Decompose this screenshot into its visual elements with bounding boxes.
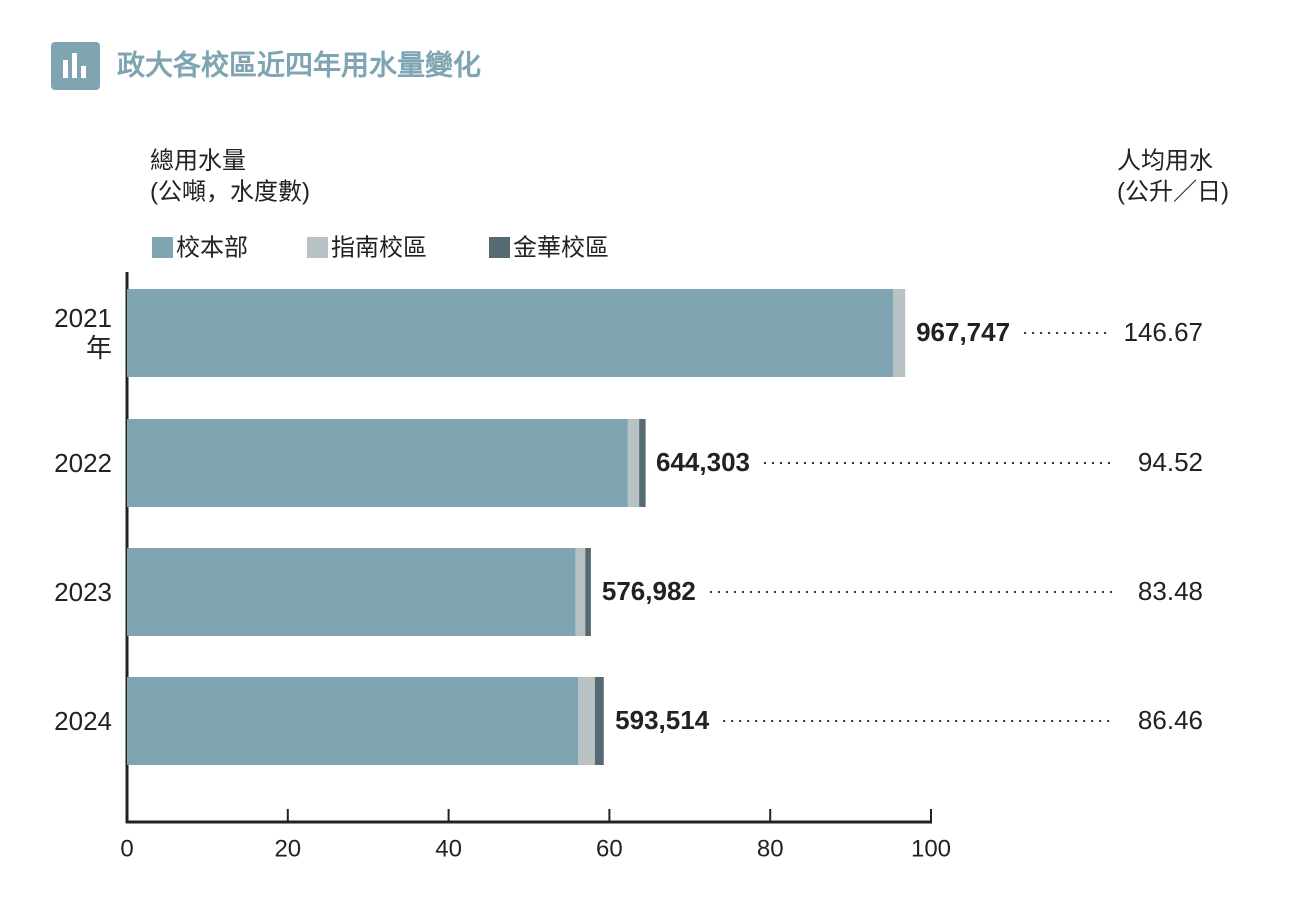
total-label: 967,747 [916, 317, 1010, 347]
y-tick-label: 2024 [54, 706, 112, 736]
y-tick-label: 2023 [54, 577, 112, 607]
total-label: 593,514 [615, 705, 710, 735]
axis-label: 總用水量 [150, 147, 246, 174]
legend-swatch [489, 237, 510, 258]
y-tick-label: 2021年 [54, 303, 112, 363]
bar-segment [578, 677, 595, 765]
bar-segment [127, 548, 576, 636]
icon-bar [72, 53, 77, 78]
bar-segment [127, 677, 579, 765]
x-tick-label: 0 [120, 835, 133, 862]
y-tick-label: 2022 [54, 448, 112, 478]
total-label: 576,982 [602, 576, 696, 606]
bar-segment [127, 289, 894, 377]
bar-segment [893, 289, 906, 377]
x-tick-label: 100 [911, 835, 951, 862]
axis-label: (公噸，水度數) [150, 178, 310, 205]
chart-title: 政大各校區近四年用水量變化 [117, 48, 481, 80]
bar-segment [127, 419, 628, 507]
bar-segment [627, 419, 640, 507]
per-capita-label: 146.67 [1123, 317, 1203, 347]
right-label: 人均用水 [1117, 147, 1213, 174]
per-capita-label: 94.52 [1138, 447, 1203, 477]
bar-segment [639, 419, 646, 507]
legend-label: 金華校區 [513, 234, 609, 261]
total-label: 644,303 [656, 447, 750, 477]
legend-label: 校本部 [176, 234, 248, 261]
legend-swatch [152, 237, 173, 258]
x-tick-label: 60 [596, 835, 623, 862]
right-label: (公升／日) [1117, 178, 1229, 205]
icon-bar [81, 66, 86, 78]
x-tick-label: 80 [757, 835, 784, 862]
per-capita-label: 86.46 [1138, 705, 1203, 735]
bar-segment [594, 677, 604, 765]
icon-bar [63, 60, 68, 78]
per-capita-label: 83.48 [1138, 576, 1203, 606]
legend-swatch [307, 237, 328, 258]
x-tick-label: 40 [435, 835, 462, 862]
bar-segment [575, 548, 586, 636]
legend-label: 指南校區 [331, 234, 427, 261]
x-tick-label: 20 [274, 835, 301, 862]
bar-segment [585, 548, 591, 636]
